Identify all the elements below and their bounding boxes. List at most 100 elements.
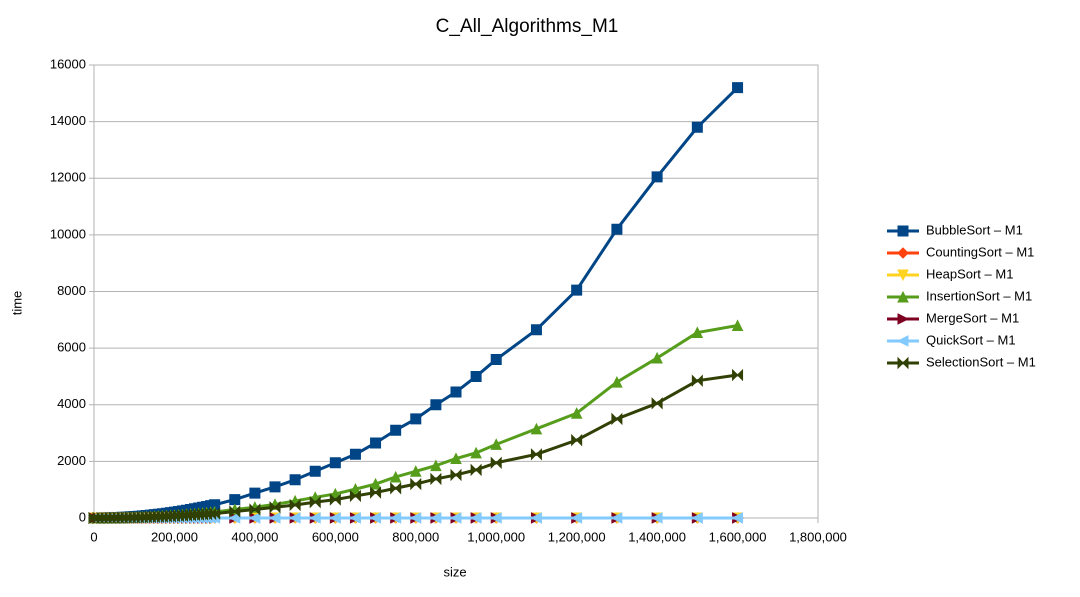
x-tick-label: 800,000 <box>392 529 439 544</box>
data-point <box>650 512 663 524</box>
data-point <box>389 512 402 524</box>
y-tick-label: 4000 <box>57 396 86 411</box>
x-axis-label: size <box>443 564 466 579</box>
y-tick-label: 16000 <box>50 56 86 71</box>
data-point <box>430 399 442 411</box>
data-point <box>732 368 744 382</box>
data-point <box>209 507 221 520</box>
data-point <box>530 448 542 461</box>
data-point <box>731 319 744 331</box>
data-point <box>329 512 341 524</box>
data-point <box>611 412 623 426</box>
legend-marker <box>897 356 909 370</box>
data-point <box>611 375 623 388</box>
data-point <box>268 512 281 524</box>
data-point <box>349 512 361 524</box>
data-point <box>571 433 583 447</box>
legend-marker <box>897 247 909 259</box>
x-tick-label: 600,000 <box>312 529 359 544</box>
x-tick-label: 1,000,000 <box>467 529 525 544</box>
data-point <box>409 512 422 524</box>
data-point <box>731 512 744 524</box>
legend-marker <box>896 335 909 347</box>
data-point <box>370 437 382 449</box>
data-point <box>329 493 341 506</box>
data-point <box>450 468 462 482</box>
data-point <box>349 489 361 503</box>
legend-label: InsertionSort – M1 <box>926 288 1032 303</box>
x-tick-label: 0 <box>90 529 97 544</box>
data-point <box>530 422 543 435</box>
data-point <box>288 512 301 524</box>
data-point <box>410 477 422 491</box>
data-point <box>570 512 583 524</box>
data-point <box>390 424 402 436</box>
y-axis-label: time <box>9 291 24 316</box>
data-point <box>470 463 482 477</box>
data-point <box>369 477 382 490</box>
data-point <box>370 486 382 499</box>
y-tick-label: 6000 <box>57 340 86 355</box>
data-point <box>651 397 663 410</box>
data-point <box>430 459 442 472</box>
legend-marker <box>897 269 909 282</box>
data-point <box>651 171 663 183</box>
data-point <box>410 413 422 425</box>
chart-title: C_All_Algorithms_M1 <box>436 16 619 37</box>
data-point <box>289 498 301 512</box>
data-point <box>229 494 241 506</box>
legend-label: BubbleSort – M1 <box>926 222 1023 237</box>
data-point <box>469 512 482 524</box>
data-point <box>349 483 362 495</box>
legend-label: QuickSort – M1 <box>926 332 1016 347</box>
data-point <box>470 446 482 459</box>
y-tick-label: 12000 <box>50 170 86 185</box>
y-tick-label: 10000 <box>50 226 86 241</box>
data-point <box>610 512 623 524</box>
data-point <box>449 512 462 524</box>
data-point <box>309 512 321 524</box>
data-point <box>691 326 704 339</box>
y-tick-label: 8000 <box>57 283 86 298</box>
data-point <box>450 452 462 465</box>
y-tick-label: 14000 <box>50 113 86 128</box>
data-point <box>229 505 241 518</box>
data-point <box>651 351 663 364</box>
data-point <box>389 470 402 483</box>
data-point <box>490 456 502 469</box>
data-point <box>269 501 281 514</box>
data-point <box>369 512 382 524</box>
data-point <box>248 512 261 524</box>
legend-label: SelectionSort – M1 <box>926 354 1036 369</box>
data-point <box>409 465 422 477</box>
data-point <box>691 512 703 524</box>
y-tick-label: 2000 <box>57 453 86 468</box>
legend-label: MergeSort – M1 <box>926 310 1019 325</box>
data-point <box>309 465 321 477</box>
x-tick-label: 400,000 <box>231 529 278 544</box>
data-point <box>349 448 361 460</box>
data-point <box>429 512 442 524</box>
data-point <box>309 495 321 509</box>
legend-label: CountingSort – M1 <box>926 244 1034 259</box>
data-point <box>390 482 402 495</box>
data-point <box>691 121 703 133</box>
x-tick-label: 200,000 <box>151 529 198 544</box>
data-point <box>570 407 583 419</box>
y-tick-label: 0 <box>79 509 86 524</box>
legend-marker <box>897 290 909 303</box>
data-point <box>269 481 281 493</box>
data-point <box>691 374 703 387</box>
data-point <box>289 474 301 486</box>
data-point <box>228 512 241 524</box>
data-point <box>490 353 502 365</box>
legend-marker <box>897 313 910 325</box>
x-tick-label: 1,600,000 <box>709 529 767 544</box>
data-point <box>450 386 462 398</box>
data-point <box>490 438 503 450</box>
data-point <box>530 324 542 336</box>
data-point <box>571 284 583 296</box>
x-tick-label: 1,800,000 <box>789 529 847 544</box>
x-tick-label: 1,400,000 <box>628 529 686 544</box>
